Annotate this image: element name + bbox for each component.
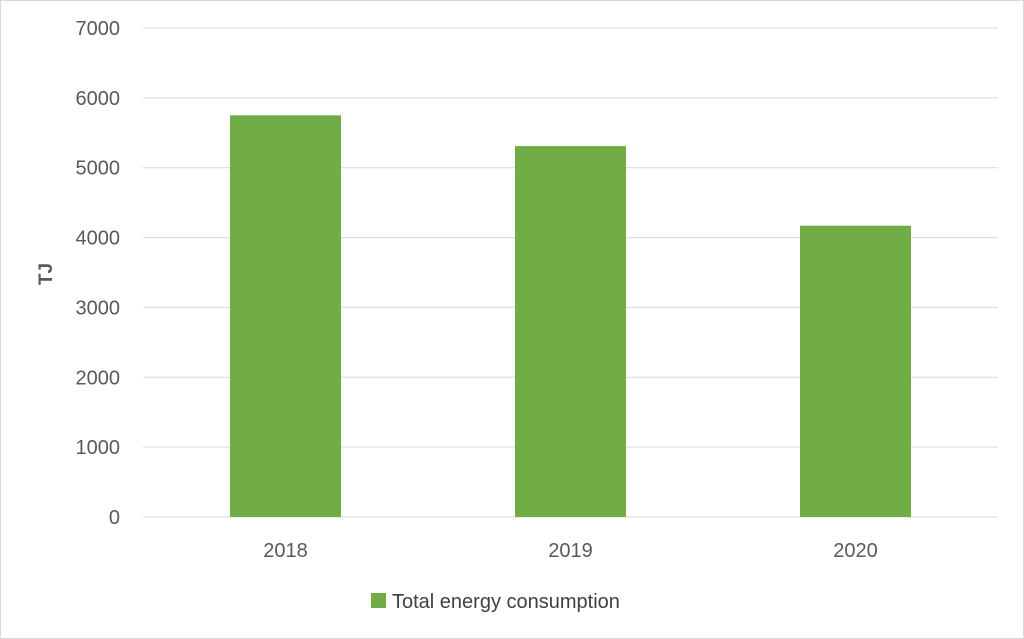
legend-swatch <box>371 593 386 608</box>
y-tick-label: 4000 <box>76 228 121 250</box>
y-tick-label: 5000 <box>76 158 121 180</box>
y-tick-label: 7000 <box>76 18 121 40</box>
y-tick-label: 0 <box>109 507 120 529</box>
legend-label: Total energy consumption <box>392 591 620 613</box>
bar-2019 <box>515 146 626 517</box>
bar-2018 <box>230 115 341 518</box>
y-tick-label: 1000 <box>76 437 121 459</box>
y-tick-label: 6000 <box>76 88 121 110</box>
y-axis-tick-labels: 0 1000 2000 3000 4000 5000 6000 7000 <box>76 18 121 529</box>
x-tick-label: 2020 <box>833 540 878 562</box>
bar-2020 <box>800 225 911 517</box>
x-tick-label: 2019 <box>548 540 593 562</box>
bars <box>230 115 911 518</box>
y-tick-label: 3000 <box>76 297 121 319</box>
y-axis-label: TJ <box>36 263 57 285</box>
legend: Total energy consumption <box>371 591 620 613</box>
x-tick-label: 2018 <box>263 540 308 562</box>
x-axis-tick-labels: 2018 2019 2020 <box>263 540 878 562</box>
y-tick-label: 2000 <box>76 367 121 389</box>
